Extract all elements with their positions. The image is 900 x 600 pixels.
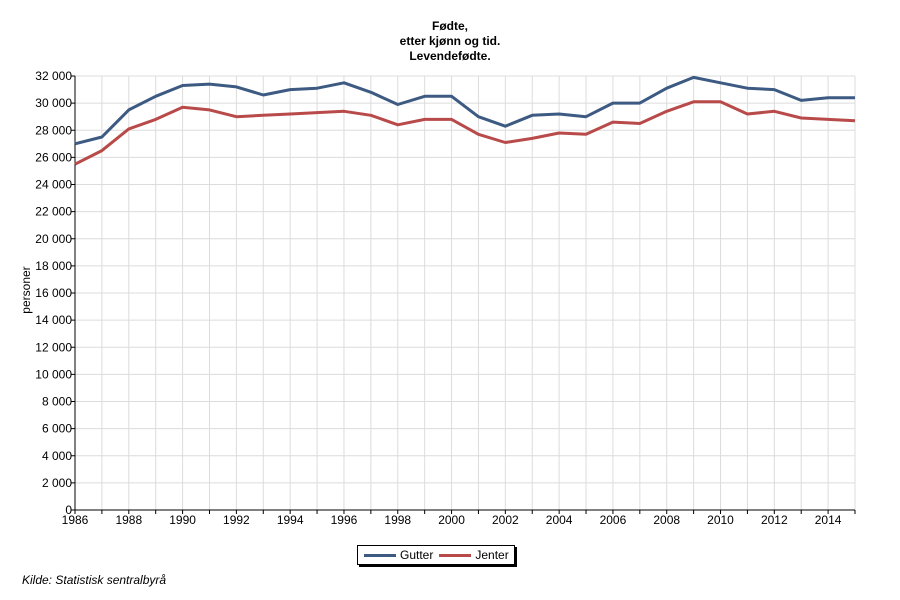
x-tick-label: 2000 bbox=[438, 513, 465, 527]
series-line-gutter bbox=[74, 75, 855, 146]
y-tick-label: 16 000 bbox=[35, 286, 72, 300]
x-tick-label: 2012 bbox=[761, 513, 788, 527]
axes: 0 2 000 4 000 6 000 8 000 10 000 12 000 14 000 1… bbox=[35, 69, 856, 527]
x-tick-label: 2004 bbox=[546, 513, 573, 527]
x-tick-label: 2014 bbox=[815, 513, 842, 527]
y-tick-label: 22 000 bbox=[35, 205, 72, 219]
y-tick-label: 0 bbox=[65, 503, 72, 517]
y-tick-label: 18 000 bbox=[35, 259, 72, 273]
y-tick-label: 14 000 bbox=[35, 313, 72, 327]
x-tick-label: 2010 bbox=[707, 513, 734, 527]
chart-title-line-2: etter kjønn og tid. bbox=[399, 34, 501, 48]
x-tick-label: 1996 bbox=[331, 513, 358, 527]
y-tick-label: 24 000 bbox=[35, 178, 72, 192]
x-tick-label: 2008 bbox=[653, 513, 680, 527]
series-line-jenter bbox=[74, 100, 856, 166]
y-tick-label: 28 000 bbox=[35, 123, 72, 137]
y-tick-label: 2 000 bbox=[42, 476, 72, 490]
x-tick-label: 2002 bbox=[492, 513, 519, 527]
x-tick-label: 1994 bbox=[277, 513, 304, 527]
legend: Gutter Jenter bbox=[357, 545, 515, 565]
y-tick-label: 20 000 bbox=[35, 232, 72, 246]
legend-item-gutter: Gutter bbox=[364, 548, 433, 562]
y-tick-label: 8 000 bbox=[42, 395, 72, 409]
y-tick-label: 26 000 bbox=[35, 150, 72, 164]
y-tick-label: 32 000 bbox=[35, 69, 72, 83]
y-tick-label: 12 000 bbox=[35, 340, 72, 354]
grid bbox=[74, 75, 856, 511]
x-tick-label: 1986 bbox=[62, 513, 89, 527]
source-note: Kilde: Statistisk sentralbyrå bbox=[22, 573, 167, 587]
y-tick-label: 4 000 bbox=[42, 449, 72, 463]
x-tick-label: 2006 bbox=[600, 513, 627, 527]
x-tick-label: 1990 bbox=[169, 513, 196, 527]
legend-label-gutter: Gutter bbox=[400, 548, 434, 562]
legend-item-jenter: Jenter bbox=[439, 548, 509, 562]
chart-title-line-1: Fødte, bbox=[432, 19, 468, 33]
y-tick-label: 6 000 bbox=[42, 422, 72, 436]
legend-swatch-jenter bbox=[439, 553, 472, 557]
legend-label-jenter: Jenter bbox=[475, 548, 509, 562]
x-tick-label: 1998 bbox=[384, 513, 411, 527]
y-tick-label: 10 000 bbox=[35, 367, 72, 381]
y-tick-label: 30 000 bbox=[35, 96, 72, 110]
series-lines bbox=[74, 75, 856, 166]
chart-title: Fødte, etter kjønn og tid. Levendefødte. bbox=[0, 19, 900, 64]
x-tick-label: 1992 bbox=[223, 513, 250, 527]
y-axis-label: personer bbox=[19, 266, 33, 313]
x-tick-label: 1988 bbox=[115, 513, 142, 527]
legend-swatch-gutter bbox=[364, 553, 396, 557]
chart-title-line-3: Levendefødte. bbox=[409, 49, 491, 63]
